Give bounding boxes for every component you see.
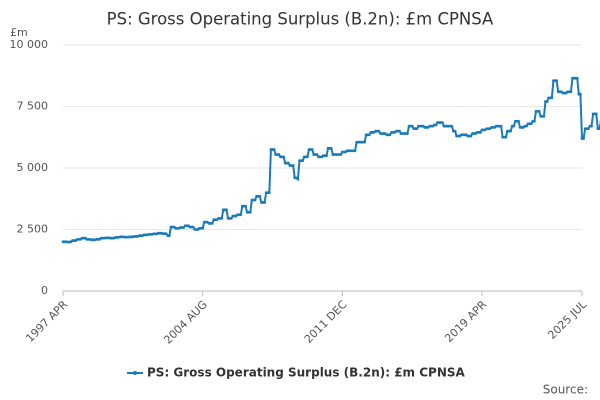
point	[210, 221, 214, 225]
y-tick-label: 0	[41, 284, 48, 297]
point	[258, 194, 262, 198]
point	[244, 204, 247, 208]
x-tick-label: 2011 DEC	[302, 298, 350, 346]
y-tick-label: 10 000	[10, 38, 49, 51]
point	[504, 135, 508, 139]
point	[575, 76, 579, 80]
point	[434, 123, 438, 127]
legend-label: PS: Gross Operating Surplus (B.2n): £m C…	[147, 366, 466, 380]
point	[377, 129, 381, 133]
y-unit: £m	[10, 26, 28, 39]
point	[517, 119, 520, 123]
point	[499, 124, 503, 128]
point	[453, 129, 457, 133]
y-tick-label: 5 000	[17, 161, 49, 174]
point	[296, 177, 300, 181]
point	[253, 198, 257, 202]
chart-title: PS: Gross Operating Surplus (B.2n): £m C…	[107, 10, 494, 29]
point	[315, 153, 319, 156]
x-tick-label: 1997 APR	[23, 298, 70, 345]
point	[569, 90, 573, 94]
point	[225, 208, 228, 212]
y-tick-label: 2 500	[17, 223, 49, 236]
x-tick-label: 2004 AUG	[161, 298, 210, 347]
point	[479, 130, 482, 134]
point	[201, 226, 205, 230]
point	[191, 225, 195, 229]
point	[306, 155, 309, 159]
x-tick-label: 2025 JUL	[545, 297, 589, 341]
point	[406, 132, 409, 135]
point	[310, 148, 314, 151]
point	[248, 210, 252, 214]
point	[353, 149, 357, 153]
point	[525, 124, 528, 128]
point	[440, 121, 444, 124]
series-line	[63, 77, 600, 244]
point	[537, 110, 541, 113]
point	[272, 148, 276, 151]
point	[229, 217, 233, 220]
x-tick-label: 2019 APR	[442, 298, 489, 345]
point	[164, 232, 168, 236]
point	[367, 133, 371, 137]
point	[542, 114, 546, 118]
point	[263, 201, 266, 204]
y-tick-label: 7 500	[17, 100, 49, 113]
point	[410, 124, 414, 128]
point	[339, 153, 343, 156]
point	[329, 146, 333, 150]
point	[529, 122, 533, 126]
point	[388, 133, 392, 137]
point	[579, 92, 582, 96]
point	[282, 155, 286, 159]
point	[291, 164, 295, 167]
point	[167, 234, 171, 238]
point	[363, 140, 366, 144]
point	[582, 137, 585, 140]
point	[586, 127, 590, 131]
point	[277, 153, 281, 156]
point	[239, 213, 243, 217]
point	[286, 161, 290, 165]
point	[555, 79, 559, 83]
point	[415, 127, 419, 131]
point	[509, 129, 512, 133]
legend-marker	[133, 371, 137, 375]
point	[267, 191, 271, 195]
point	[590, 124, 593, 128]
point	[545, 100, 549, 103]
source: Source:	[543, 383, 588, 397]
point	[469, 134, 473, 138]
point	[301, 159, 305, 163]
point	[220, 217, 224, 220]
point	[398, 129, 401, 133]
point	[450, 124, 454, 128]
point	[512, 124, 516, 128]
point	[532, 119, 536, 123]
point	[594, 112, 598, 116]
point	[325, 154, 328, 158]
point	[550, 96, 554, 100]
